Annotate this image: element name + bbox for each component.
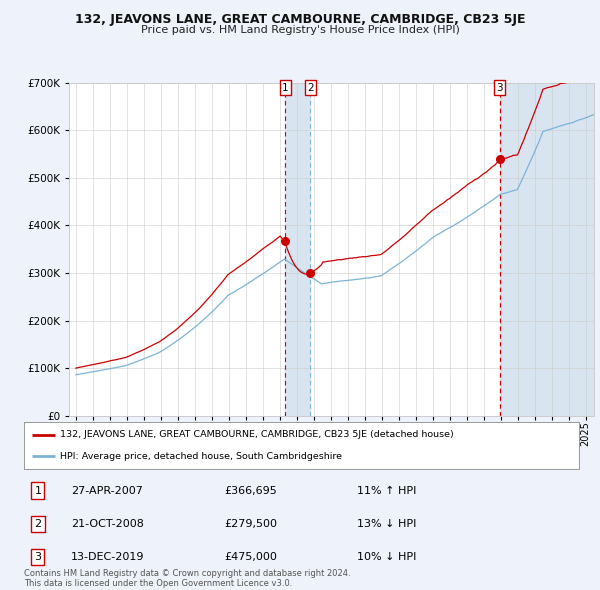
Text: 3: 3	[34, 552, 41, 562]
Text: 2: 2	[307, 83, 314, 93]
Text: Contains HM Land Registry data © Crown copyright and database right 2024.
This d: Contains HM Land Registry data © Crown c…	[24, 569, 350, 588]
Text: Price paid vs. HM Land Registry's House Price Index (HPI): Price paid vs. HM Land Registry's House …	[140, 25, 460, 35]
Text: £475,000: £475,000	[224, 552, 277, 562]
Bar	[500, 83, 594, 416]
Bar	[285, 83, 310, 416]
Text: 21-OCT-2008: 21-OCT-2008	[71, 519, 144, 529]
Text: 2: 2	[34, 519, 41, 529]
Text: 3: 3	[496, 83, 503, 93]
Text: £279,500: £279,500	[224, 519, 277, 529]
Text: 10% ↓ HPI: 10% ↓ HPI	[357, 552, 416, 562]
Text: 13-DEC-2019: 13-DEC-2019	[71, 552, 145, 562]
Text: 132, JEAVONS LANE, GREAT CAMBOURNE, CAMBRIDGE, CB23 5JE (detached house): 132, JEAVONS LANE, GREAT CAMBOURNE, CAMB…	[60, 430, 454, 439]
Text: 1: 1	[282, 83, 289, 93]
Text: HPI: Average price, detached house, South Cambridgeshire: HPI: Average price, detached house, Sout…	[60, 452, 342, 461]
Text: 13% ↓ HPI: 13% ↓ HPI	[357, 519, 416, 529]
Text: 11% ↑ HPI: 11% ↑ HPI	[357, 486, 416, 496]
Text: 1: 1	[34, 486, 41, 496]
Text: £366,695: £366,695	[224, 486, 277, 496]
Text: 132, JEAVONS LANE, GREAT CAMBOURNE, CAMBRIDGE, CB23 5JE: 132, JEAVONS LANE, GREAT CAMBOURNE, CAMB…	[75, 13, 525, 26]
Text: 27-APR-2007: 27-APR-2007	[71, 486, 143, 496]
